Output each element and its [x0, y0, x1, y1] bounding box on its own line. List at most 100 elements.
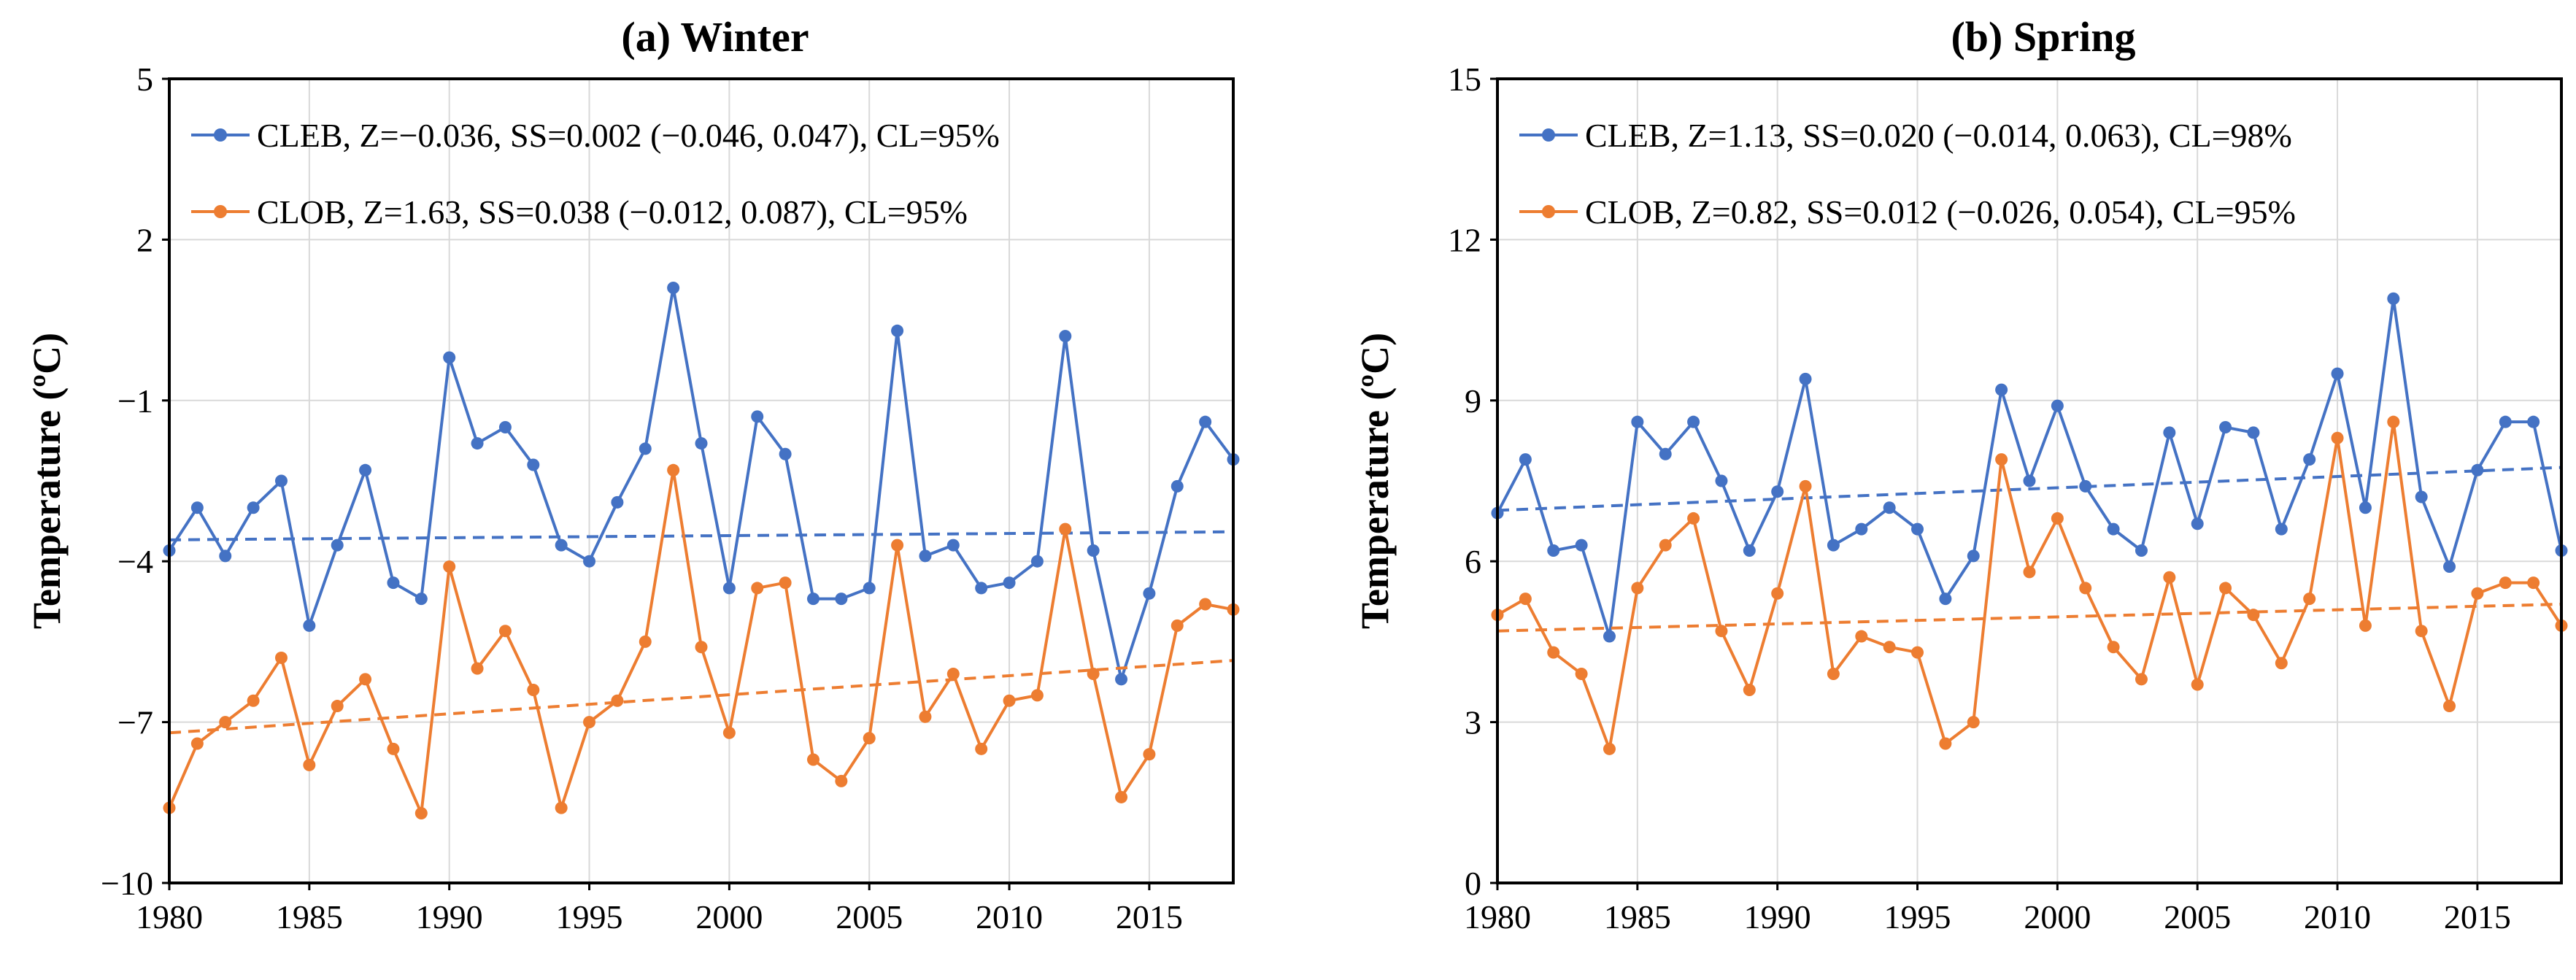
y-tick-label: 2 — [136, 221, 153, 258]
data-point — [387, 576, 400, 590]
legend-entry: CLOB, Z=0.82, SS=0.012 (−0.026, 0.054), … — [1585, 193, 2296, 231]
data-point — [863, 582, 876, 595]
data-point — [1115, 790, 1128, 803]
data-point — [1967, 716, 1980, 729]
data-point — [975, 582, 988, 595]
x-tick-label: 1990 — [416, 898, 483, 935]
data-point — [1687, 415, 1700, 428]
data-point — [1939, 737, 1952, 750]
data-point — [1995, 383, 2008, 396]
y-tick-label: −7 — [117, 704, 153, 741]
data-point — [2387, 292, 2400, 305]
data-point — [414, 806, 428, 819]
data-point — [2023, 566, 2036, 579]
y-tick-label: 15 — [1448, 61, 1481, 98]
data-point — [1743, 544, 1756, 557]
x-tick-label: 1990 — [1744, 898, 1811, 935]
data-point — [1659, 539, 1672, 552]
data-point — [2275, 522, 2288, 536]
data-point — [1659, 447, 1672, 460]
data-point — [2247, 609, 2260, 622]
data-point — [555, 539, 568, 552]
data-point — [274, 474, 288, 487]
data-point — [555, 801, 568, 814]
data-point — [527, 458, 540, 471]
data-point — [471, 662, 484, 675]
data-point — [2527, 415, 2540, 428]
data-point — [1199, 598, 1212, 611]
data-point — [583, 555, 596, 568]
data-point — [2415, 490, 2428, 503]
data-point — [919, 710, 932, 723]
data-point — [1799, 372, 1812, 385]
data-point — [835, 774, 848, 787]
data-point — [1827, 667, 1840, 680]
data-point — [1715, 625, 1728, 638]
data-point — [1939, 593, 1952, 606]
legend-swatch-marker — [214, 128, 227, 142]
data-point — [1827, 539, 1840, 552]
y-tick-label: 3 — [1465, 704, 1481, 741]
data-point — [1603, 742, 1616, 755]
data-point — [751, 410, 764, 423]
data-point — [2191, 517, 2204, 530]
x-tick-label: 1980 — [136, 898, 203, 935]
data-point — [1171, 479, 1184, 493]
data-point — [2079, 479, 2092, 493]
x-tick-label: 2015 — [2444, 898, 2511, 935]
data-point — [1883, 641, 1896, 654]
chart-title: (b) Spring — [1951, 13, 2135, 61]
data-point — [2051, 512, 2064, 525]
legend-entry: CLEB, Z=−0.036, SS=0.002 (−0.046, 0.047)… — [257, 117, 1000, 154]
data-point — [2023, 474, 2036, 487]
data-point — [2051, 399, 2064, 412]
data-point — [2331, 367, 2344, 380]
plot-frame — [1496, 77, 2563, 884]
data-point — [1883, 501, 1896, 514]
data-point — [891, 324, 904, 337]
trend-line — [169, 530, 1234, 541]
data-point — [471, 437, 484, 450]
data-point — [2275, 657, 2288, 670]
data-point — [331, 700, 344, 713]
x-tick-label: 1995 — [556, 898, 623, 935]
data-point — [1519, 453, 1532, 466]
data-point — [414, 593, 428, 606]
data-point — [190, 501, 204, 514]
data-point — [359, 463, 372, 477]
data-point — [2471, 587, 2484, 600]
data-point — [1087, 544, 1100, 557]
data-point — [1631, 582, 1644, 595]
x-tick-label: 2005 — [2164, 898, 2231, 935]
data-point — [1715, 474, 1728, 487]
y-tick-label: 12 — [1448, 221, 1481, 258]
data-point — [2443, 560, 2456, 574]
data-point — [2107, 522, 2120, 536]
data-point — [583, 716, 596, 729]
y-axis-label: Temperature (ºC) — [25, 333, 69, 629]
data-point — [2247, 426, 2260, 439]
data-point — [2079, 582, 2092, 595]
data-point — [779, 576, 792, 590]
data-point — [2471, 463, 2484, 477]
data-point — [1967, 549, 1980, 563]
data-point — [1115, 673, 1128, 686]
plot-frame — [168, 77, 1235, 884]
data-point — [835, 593, 848, 606]
data-point — [303, 619, 316, 632]
data-point — [331, 539, 344, 552]
data-point — [1855, 522, 1868, 536]
data-point — [1059, 522, 1072, 536]
data-point — [2135, 544, 2148, 557]
data-point — [891, 539, 904, 552]
y-axis-label: Temperature (ºC) — [1353, 333, 1397, 629]
data-point — [1171, 619, 1184, 632]
data-point — [1687, 512, 1700, 525]
data-point — [1143, 587, 1156, 600]
data-point — [1519, 593, 1532, 606]
y-tick-label: −4 — [117, 543, 153, 580]
data-point — [219, 716, 232, 729]
